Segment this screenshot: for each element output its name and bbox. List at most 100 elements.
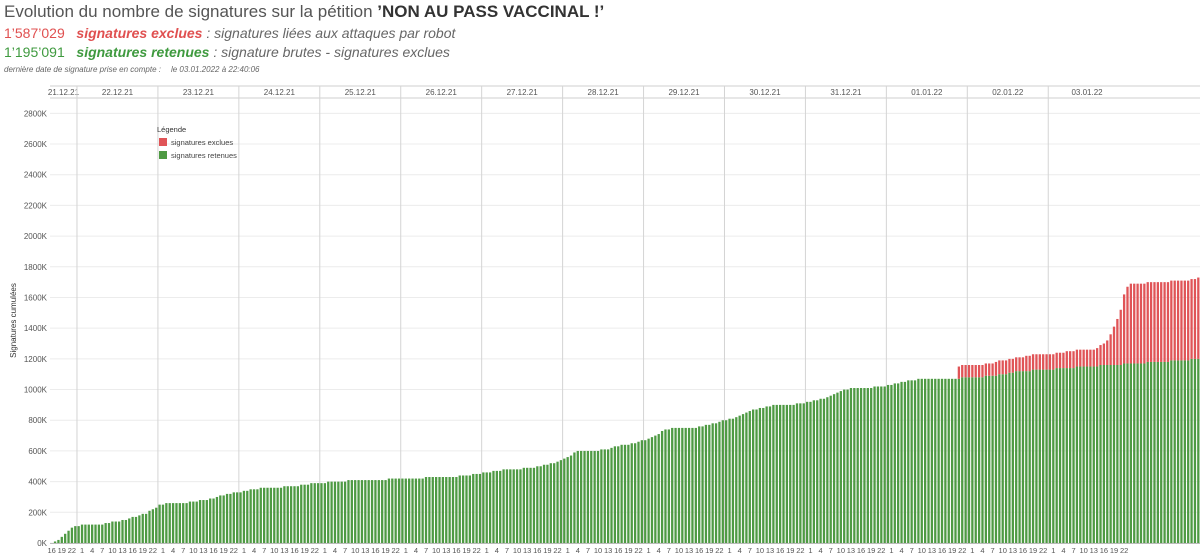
bar-kept	[569, 455, 573, 543]
hour-tick-label: 10	[432, 546, 440, 555]
bar-kept	[613, 446, 617, 543]
hour-tick-label: 19	[948, 546, 956, 555]
hour-tick-label: 10	[837, 546, 845, 555]
bar-kept	[998, 374, 1001, 543]
bar-kept	[981, 377, 984, 543]
bar-excluded	[1187, 280, 1190, 361]
bar-kept	[289, 486, 293, 543]
bar-kept	[886, 384, 890, 543]
bar-kept	[1173, 360, 1176, 543]
bar-excluded	[1035, 354, 1038, 370]
bar-kept	[526, 467, 529, 543]
bar-kept	[367, 480, 370, 543]
bar-kept	[846, 389, 849, 543]
hour-tick-label: 13	[766, 546, 774, 555]
bar-kept	[650, 437, 654, 543]
hour-tick-label: 19	[462, 546, 470, 555]
bar-kept	[472, 473, 475, 543]
day-label: 27.12.21	[507, 88, 539, 97]
stat-kept: 1’195’091 signatures retenues : signatur…	[4, 43, 1194, 62]
hour-tick-label: 10	[351, 546, 359, 555]
bar-kept	[232, 492, 235, 543]
bar-kept	[202, 500, 205, 543]
hour-tick-label: 22	[796, 546, 804, 555]
bar-kept	[964, 377, 967, 543]
bar-excluded	[1149, 282, 1153, 362]
bar-kept	[117, 521, 121, 543]
bar-kept	[775, 404, 778, 543]
bar-kept	[1031, 369, 1035, 543]
hour-tick-label: 7	[991, 546, 995, 555]
bar-kept	[134, 516, 138, 543]
bar-kept	[566, 457, 569, 543]
bar-kept	[708, 424, 711, 543]
bar-kept	[731, 418, 735, 543]
bar-kept	[988, 375, 991, 543]
bar-kept	[340, 481, 343, 543]
bar-kept	[1045, 369, 1048, 543]
hour-tick-label: 7	[829, 546, 833, 555]
hour-tick-label: 1	[485, 546, 489, 555]
legend-swatch-kept	[159, 151, 167, 159]
hour-tick-label: 22	[149, 546, 157, 555]
bar-kept	[225, 493, 229, 543]
last-signature-date: dernière date de signature prise en comp…	[4, 65, 1194, 74]
hour-tick-label: 1	[80, 546, 84, 555]
hour-tick-label: 4	[414, 546, 418, 555]
bar-excluded	[957, 366, 961, 379]
bar-kept	[660, 430, 664, 543]
bar-kept	[306, 484, 310, 543]
bar-kept	[205, 500, 208, 543]
bar-kept	[539, 466, 542, 543]
bar-excluded	[1048, 354, 1052, 370]
bar-kept	[303, 484, 306, 543]
y-tick-label: 400K	[28, 478, 47, 487]
bar-kept	[1079, 366, 1082, 543]
bar-kept	[532, 467, 536, 543]
hour-tick-label: 13	[280, 546, 288, 555]
bar-excluded	[1065, 351, 1068, 369]
bar-kept	[684, 427, 687, 543]
bar-excluded	[1001, 360, 1004, 375]
hour-tick-label: 7	[1071, 546, 1075, 555]
bar-kept	[323, 483, 326, 543]
bar-kept	[1065, 368, 1068, 543]
bar-kept	[1176, 360, 1180, 543]
bar-kept	[674, 427, 677, 543]
hour-tick-label: 22	[958, 546, 966, 555]
bar-kept	[502, 469, 505, 543]
hour-tick-label: 7	[505, 546, 509, 555]
legend-title: Légende	[157, 125, 186, 134]
bar-kept	[745, 412, 748, 543]
bar-kept	[448, 477, 451, 543]
bar-kept	[158, 504, 161, 543]
day-label: 01.01.22	[911, 88, 943, 97]
bar-excluded	[1042, 354, 1045, 370]
bar-excluded	[1183, 280, 1186, 361]
bar-excluded	[1055, 352, 1058, 369]
hour-tick-label: 7	[100, 546, 104, 555]
bar-kept	[185, 503, 188, 543]
bar-kept	[209, 498, 212, 543]
bar-kept	[1136, 363, 1139, 543]
bar-kept	[485, 472, 488, 543]
day-label: 03.01.22	[1071, 88, 1103, 97]
bar-kept	[957, 378, 961, 543]
bar-kept	[1055, 368, 1058, 543]
bar-kept	[1095, 366, 1099, 543]
hour-tick-label: 7	[748, 546, 752, 555]
bar-kept	[276, 487, 279, 543]
bar-kept	[947, 378, 950, 543]
bar-excluded	[974, 365, 977, 378]
bar-kept	[165, 503, 168, 543]
bar-kept	[438, 477, 441, 543]
bar-kept	[873, 386, 876, 543]
bar-kept	[971, 377, 974, 543]
bar-kept	[836, 392, 839, 543]
bar-kept	[704, 424, 708, 543]
bar-kept	[711, 423, 714, 543]
bar-kept	[1008, 372, 1011, 543]
y-tick-label: 1200K	[24, 355, 48, 364]
hour-tick-label: 19	[1110, 546, 1118, 555]
bar-kept	[522, 467, 525, 543]
